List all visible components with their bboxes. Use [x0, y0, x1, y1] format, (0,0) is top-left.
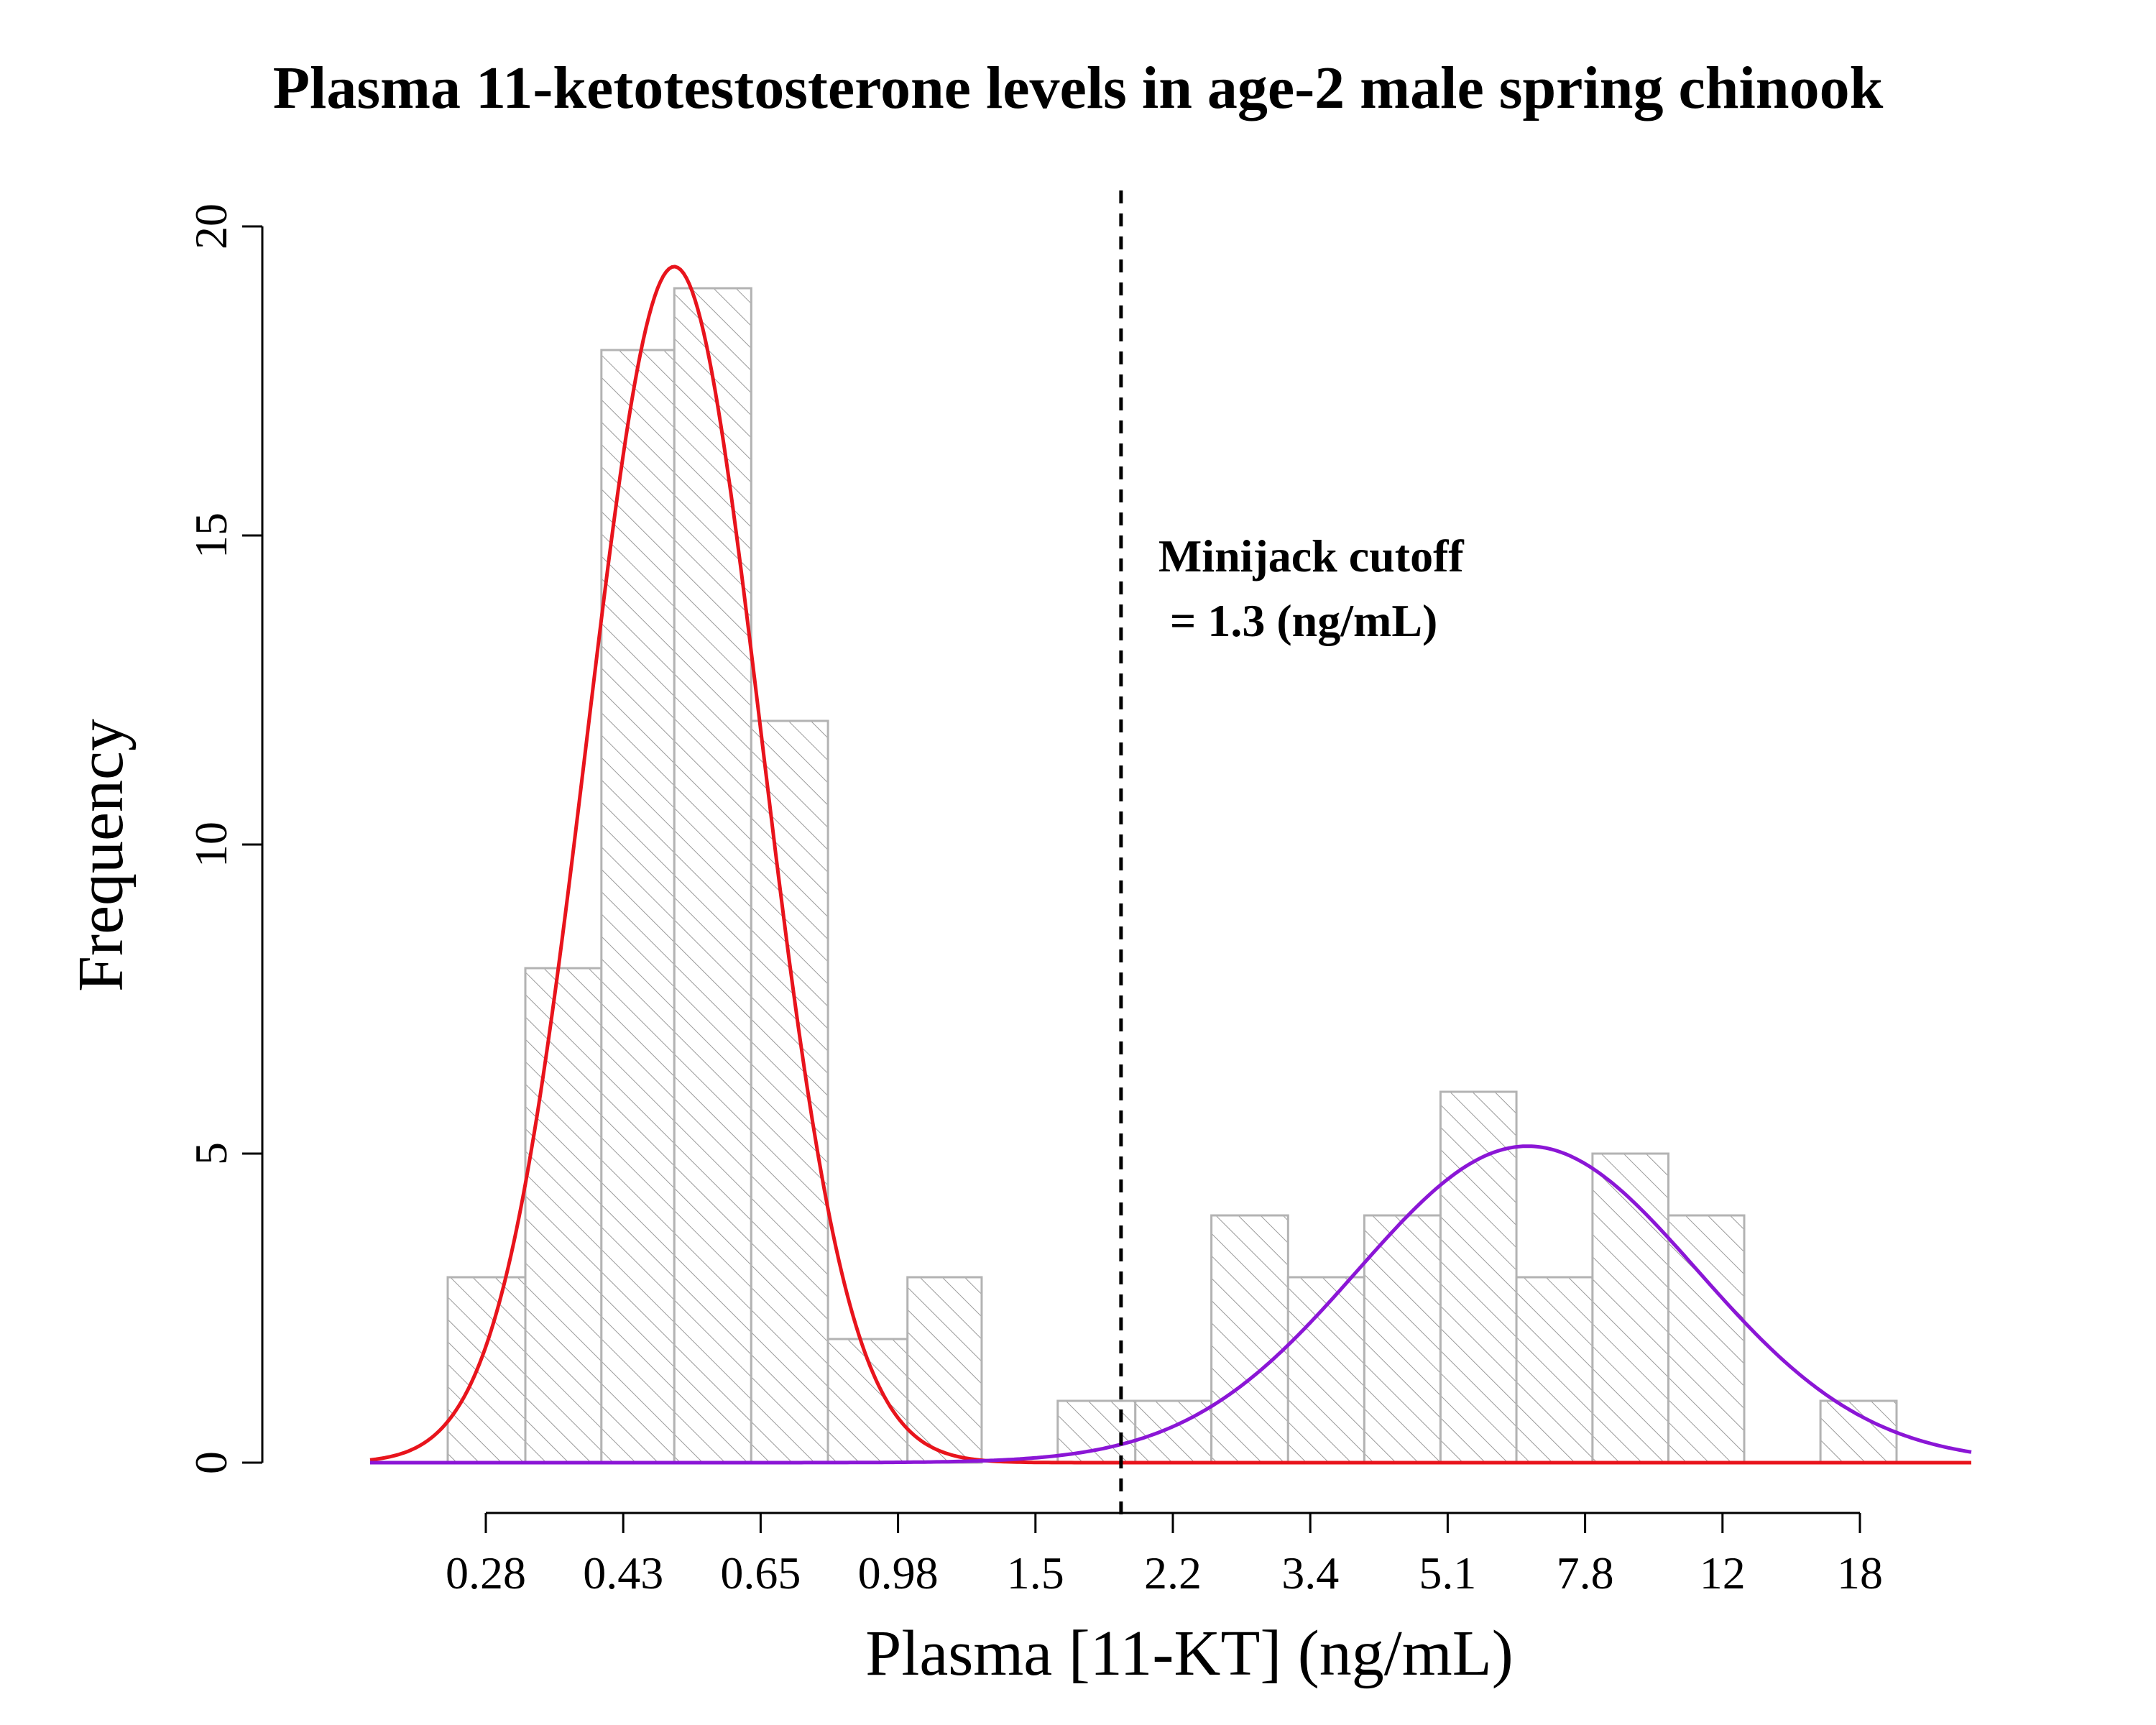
histogram-bar-15 [1591, 1152, 1670, 1464]
x-tick-label-10: 18 [1837, 1547, 1883, 1598]
histogram-bar-4 [750, 719, 829, 1464]
y-tick-label-4: 20 [185, 203, 236, 249]
y-tick-label-3: 15 [185, 512, 236, 558]
cutoff-value-label: = 1.3 (ng/mL) [1158, 595, 1437, 646]
histogram-bar-2 [600, 349, 676, 1464]
x-tick-label-1: 0.43 [583, 1547, 663, 1598]
histogram-bar-18 [1819, 1399, 1898, 1464]
y-tick-label-0: 0 [185, 1451, 236, 1474]
histogram-bar-10 [1210, 1214, 1289, 1464]
fit-curve-0 [369, 264, 1971, 1465]
x-tick-label-9: 12 [1700, 1547, 1746, 1598]
x-tick-label-0: 0.28 [446, 1547, 526, 1598]
chart-title: Plasma 11-ketotestosterone levels in age… [273, 55, 1884, 121]
fit-curve-1 [370, 1144, 1972, 1465]
x-axis-label: Plasma [11-KT] (ng/mL) [865, 1618, 1513, 1689]
y-axis: 0 5 10 15 20 [185, 203, 264, 1474]
x-tick-label-4: 1.5 [1007, 1547, 1064, 1598]
x-tick-label-7: 5.1 [1419, 1547, 1476, 1598]
histogram-bar-1 [524, 967, 603, 1464]
histogram-bar-3 [673, 287, 752, 1464]
x-tick-label-8: 7.8 [1557, 1547, 1614, 1598]
histogram-bar-9 [1134, 1399, 1213, 1464]
y-tick-label-1: 5 [185, 1142, 236, 1165]
x-tick-label-3: 0.98 [858, 1547, 939, 1598]
x-tick-label-6: 3.4 [1281, 1547, 1339, 1598]
histogram-bar-14 [1515, 1276, 1594, 1464]
histogram-bars [446, 287, 1898, 1464]
fit-curves [369, 264, 1972, 1465]
histogram-bar-6 [906, 1276, 983, 1464]
y-tick-label-2: 10 [185, 822, 236, 868]
x-tick-label-2: 0.65 [720, 1547, 801, 1598]
histogram-bar-0 [446, 1276, 527, 1464]
x-axis: 0.28 0.43 0.65 0.98 1.5 2.2 3.4 5.1 7.8 12 18 [446, 1512, 1883, 1598]
y-axis-label: Frequency [65, 719, 137, 992]
cutoff-label: Minijack cutoff [1158, 530, 1465, 581]
x-tick-label-5: 2.2 [1144, 1547, 1202, 1598]
